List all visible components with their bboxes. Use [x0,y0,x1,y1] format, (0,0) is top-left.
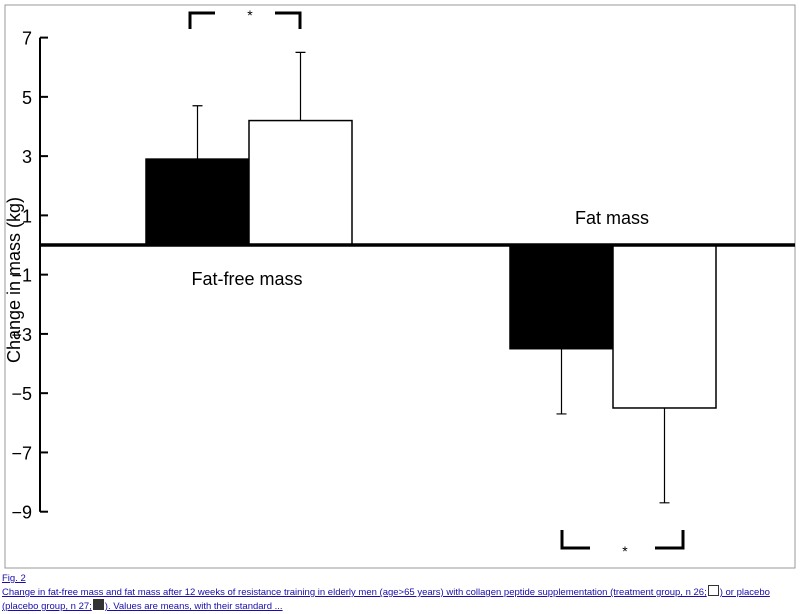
y-tick-label: 5 [22,88,32,108]
bar [248,119,353,246]
legend-icon [707,585,719,596]
chart: Change in mass (kg) 7 5 3 1 −1 −3 −5 −7 −9 Fat-fr… [4,4,796,569]
legend-icon [92,599,104,610]
bar [509,244,614,350]
category-label: Fat-free mass [191,269,302,289]
significance-bracket [560,530,685,550]
bar [145,158,250,246]
y-tick-label: 7 [22,29,32,49]
caption-text[interactable]: ) or placebo (placebo group, n 27; [2,587,770,612]
error-bar [659,407,670,504]
y-tick-label: −5 [11,384,32,404]
bar [612,244,717,409]
y-tick-label: −1 [11,266,32,286]
significance-star: * [247,7,253,23]
caption-text[interactable]: ). Values are means, with their standard… [104,601,283,612]
y-tick-label: 1 [22,206,32,226]
y-axis-label: Change in mass (kg) [4,197,24,363]
y-tick-label: −7 [11,443,32,463]
caption: Fig. 2 Change in fat-free mass and fat m… [2,572,799,613]
y-tick-label: −9 [11,503,32,523]
y-tick-label: 3 [22,147,32,167]
error-bar [192,105,203,160]
y-tick-label: −3 [11,325,32,345]
error-bar [556,348,567,415]
category-label: Fat mass [575,208,649,228]
significance-bracket [188,11,302,29]
error-bar [295,51,306,121]
significance-star: * [622,543,628,559]
figure-link[interactable]: Fig. 2 [2,573,26,584]
caption-text[interactable]: Change in fat-free mass and fat mass aft… [2,587,707,598]
